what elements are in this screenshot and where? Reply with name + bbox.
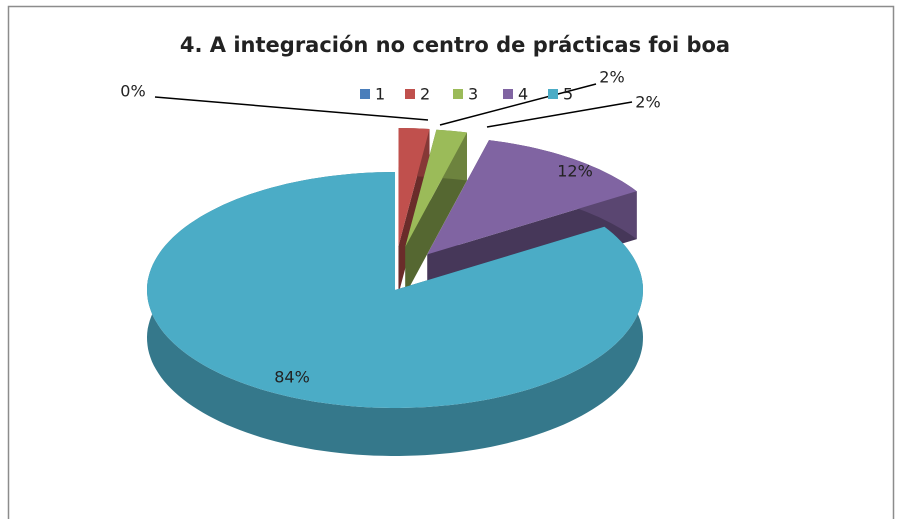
- data-label: 12%: [557, 162, 593, 181]
- chart-frame: [7, 5, 895, 519]
- leader-line: [486, 101, 633, 128]
- leader-line: [439, 83, 597, 126]
- leader-line: [154, 96, 429, 121]
- slice: [147, 172, 643, 408]
- pie-tops: [147, 128, 643, 408]
- data-label: 2%: [635, 93, 660, 112]
- legend-label: 4: [518, 85, 528, 104]
- legend-label: 2: [420, 85, 430, 104]
- legend-label: 1: [375, 85, 385, 104]
- data-label: 2%: [599, 68, 624, 87]
- labels: 0% 2% 2% 12% 84% 1 2 3 4 5: [120, 68, 660, 387]
- slice: [398, 128, 430, 247]
- legend-swatch: [503, 89, 513, 99]
- legend-swatch: [405, 89, 415, 99]
- data-label: 84%: [274, 368, 310, 387]
- legend-swatch: [360, 89, 370, 99]
- legend-swatch: [548, 89, 558, 99]
- data-label: 0%: [120, 82, 145, 101]
- legend-swatch: [453, 89, 463, 99]
- chart-title: 4. A integración no centro de prácticas …: [180, 33, 730, 57]
- slice: [427, 140, 637, 255]
- legend-label: 5: [563, 85, 573, 104]
- legend-label: 3: [468, 85, 478, 104]
- slice: [405, 129, 467, 247]
